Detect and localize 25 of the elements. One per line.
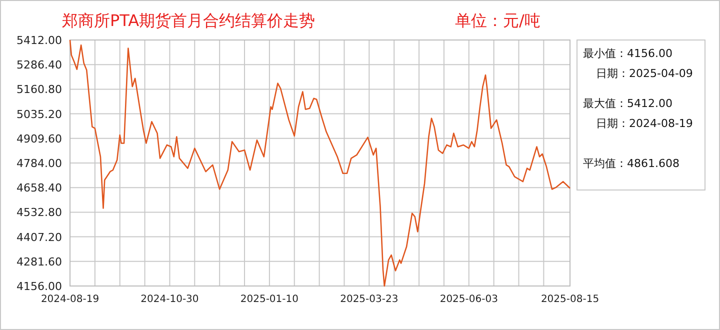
- y-tick-label: 5286.40: [16, 58, 62, 72]
- text: 最小值：4156.00: [583, 47, 672, 60]
- y-tick-label: 4784.00: [16, 157, 62, 170]
- y-tick-label: 4156.00: [16, 280, 62, 293]
- x-tick-label: 2024-10-30: [140, 294, 199, 305]
- x-tick-label: 2025-08-15: [540, 294, 600, 305]
- y-tick-label: 4658.40: [16, 182, 62, 195]
- chart-subtitle: 单位：元/吨: [455, 11, 540, 30]
- x-tick-label: 2025-01-10: [240, 294, 299, 305]
- line-series: [69, 39, 571, 287]
- x-tick-label: 2025-03-23: [340, 294, 398, 305]
- y-tick-label: 4407.20: [16, 230, 62, 244]
- y-tick-label: 5160.80: [16, 83, 62, 96]
- y-tick-label: 5412.00: [16, 34, 62, 47]
- chart-title: 郑商所PTA期货首月合约结算价走势: [62, 11, 316, 30]
- x-tick-label: 2024-08-19: [40, 294, 100, 305]
- y-tick-label: 4281.60: [16, 255, 62, 268]
- text: 日期：2025-04-09: [596, 67, 693, 80]
- y-tick-label: 4909.60: [16, 132, 62, 146]
- text: 最大值：5412.00: [583, 97, 672, 110]
- x-tick-label: 2025-06-03: [440, 294, 498, 305]
- y-tick-label: 4532.80: [16, 206, 62, 220]
- text: 日期：2024-08-19: [596, 117, 693, 130]
- text: 平均值：4861.608: [583, 157, 680, 170]
- y-tick-label: 5035.20: [16, 108, 62, 121]
